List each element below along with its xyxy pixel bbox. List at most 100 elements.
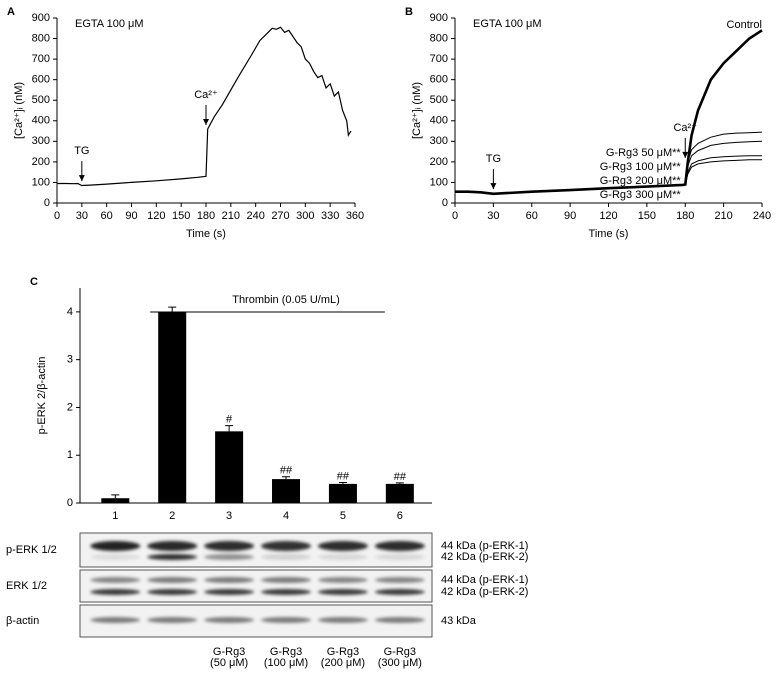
- arrow-head: [78, 175, 85, 182]
- arrow-head: [682, 151, 689, 158]
- treatment-dose: (50 μM): [210, 657, 248, 669]
- blot-band: [317, 577, 368, 583]
- y-tick-label: 500: [32, 94, 50, 106]
- x-tick-label: 4: [283, 510, 289, 522]
- panel-label: A: [7, 6, 15, 18]
- blot-band: [90, 589, 141, 595]
- error-bar: [338, 481, 347, 484]
- x-tick-label: 60: [526, 210, 538, 222]
- x-tick-label: 0: [452, 210, 458, 222]
- blot-band: [147, 541, 198, 551]
- blot-band: [317, 589, 368, 595]
- significance: ##: [280, 465, 293, 477]
- series-label: G-Rg3 100 μM**: [600, 161, 682, 173]
- y-tick-label: 700: [32, 53, 50, 65]
- series-label: G-Rg3 300 μM**: [600, 189, 682, 201]
- band-size-label: 44 kDa (p-ERK-1): [441, 540, 528, 552]
- blot-row-label: p-ERK 1/2: [6, 544, 57, 556]
- treatment-dose: (200 μM): [321, 657, 365, 669]
- x-tick-label: 150: [172, 210, 190, 222]
- annotation: TG: [74, 145, 89, 157]
- series-label: G-Rg3 200 μM**: [600, 175, 682, 187]
- x-tick-label: 240: [246, 210, 264, 222]
- x-tick-label: 120: [147, 210, 165, 222]
- y-tick-label: 700: [430, 53, 448, 65]
- x-tick-label: 300: [296, 210, 314, 222]
- blot-band: [261, 541, 312, 551]
- band-size-label: 43 kDa: [441, 615, 477, 627]
- blot-band: [204, 589, 255, 595]
- y-tick-label: 2: [67, 401, 73, 413]
- x-tick-label: 6: [397, 510, 403, 522]
- annotation: TG: [486, 153, 501, 165]
- blot-band: [204, 617, 255, 623]
- x-tick-label: 240: [753, 210, 771, 222]
- blot-band: [317, 554, 368, 560]
- blot-band: [90, 617, 141, 623]
- x-tick-label: 0: [54, 210, 60, 222]
- treatment-drug: G-Rg3: [213, 646, 245, 658]
- y-tick-label: 300: [430, 135, 448, 147]
- blot-frame: [79, 569, 433, 603]
- x-tick-label: 90: [564, 210, 576, 222]
- y-tick-label: 900: [32, 12, 50, 24]
- error-bar: [395, 482, 404, 484]
- y-tick-label: 600: [32, 74, 50, 86]
- error-bar: [282, 476, 291, 480]
- x-tick-label: 30: [487, 210, 499, 222]
- annotation: Ca²⁺: [194, 89, 218, 101]
- y-tick-label: 3: [67, 354, 73, 366]
- band-size-label: 42 kDa (p-ERK-2): [441, 586, 528, 598]
- y-tick-label: 1: [67, 449, 73, 461]
- x-tick-label: 210: [714, 210, 732, 222]
- y-tick-label: 100: [430, 176, 448, 188]
- bracket-label: Thrombin (0.05 U/mL): [232, 294, 340, 306]
- y-tick-label: 900: [430, 12, 448, 24]
- y-axis-label: p-ERK 2/β-actin: [36, 357, 48, 435]
- blot-band: [147, 577, 198, 583]
- series-label: Control: [727, 19, 762, 31]
- y-tick-label: 500: [430, 94, 448, 106]
- arrow-head: [203, 119, 209, 125]
- error-bar: [225, 425, 234, 432]
- x-axis-label: Time (s): [589, 228, 629, 240]
- blot-band: [374, 554, 425, 560]
- y-tick-label: 100: [32, 176, 50, 188]
- bar: [158, 311, 187, 503]
- blot-band: [204, 577, 255, 583]
- significance: ##: [337, 470, 350, 482]
- y-tick-label: 0: [44, 197, 50, 209]
- treatment-drug: G-Rg3: [384, 646, 416, 658]
- y-tick-label: 200: [32, 156, 50, 168]
- x-tick-label: 180: [197, 210, 215, 222]
- blot-band: [317, 541, 368, 551]
- error-bar: [111, 494, 120, 499]
- x-tick-label: 360: [346, 210, 364, 222]
- bar: [328, 483, 357, 503]
- y-tick-label: 800: [32, 32, 50, 44]
- data-line: [455, 159, 762, 195]
- band-size-label: 44 kDa (p-ERK-1): [441, 574, 528, 586]
- blot-band: [147, 554, 198, 560]
- x-tick-label: 210: [222, 210, 240, 222]
- bar: [272, 479, 301, 503]
- y-tick-label: 400: [32, 115, 50, 127]
- blot-row-label: ERK 1/2: [6, 580, 47, 592]
- panel-label: C: [30, 276, 38, 288]
- blot-band: [147, 589, 198, 595]
- blot-band: [204, 554, 255, 560]
- note: EGTA 100 μM: [75, 18, 144, 30]
- y-axis-label: [Ca²⁺]ᵢ (nM): [411, 82, 423, 139]
- blot-band: [90, 577, 141, 583]
- x-tick-label: 150: [638, 210, 656, 222]
- x-tick-label: 30: [76, 210, 88, 222]
- bar: [215, 431, 244, 503]
- x-tick-label: 5: [340, 510, 346, 522]
- x-tick-label: 2: [169, 510, 175, 522]
- panel-label: B: [405, 6, 413, 18]
- y-tick-label: 200: [430, 156, 448, 168]
- bar: [385, 483, 414, 503]
- x-tick-label: 270: [271, 210, 289, 222]
- blot-band: [374, 577, 425, 583]
